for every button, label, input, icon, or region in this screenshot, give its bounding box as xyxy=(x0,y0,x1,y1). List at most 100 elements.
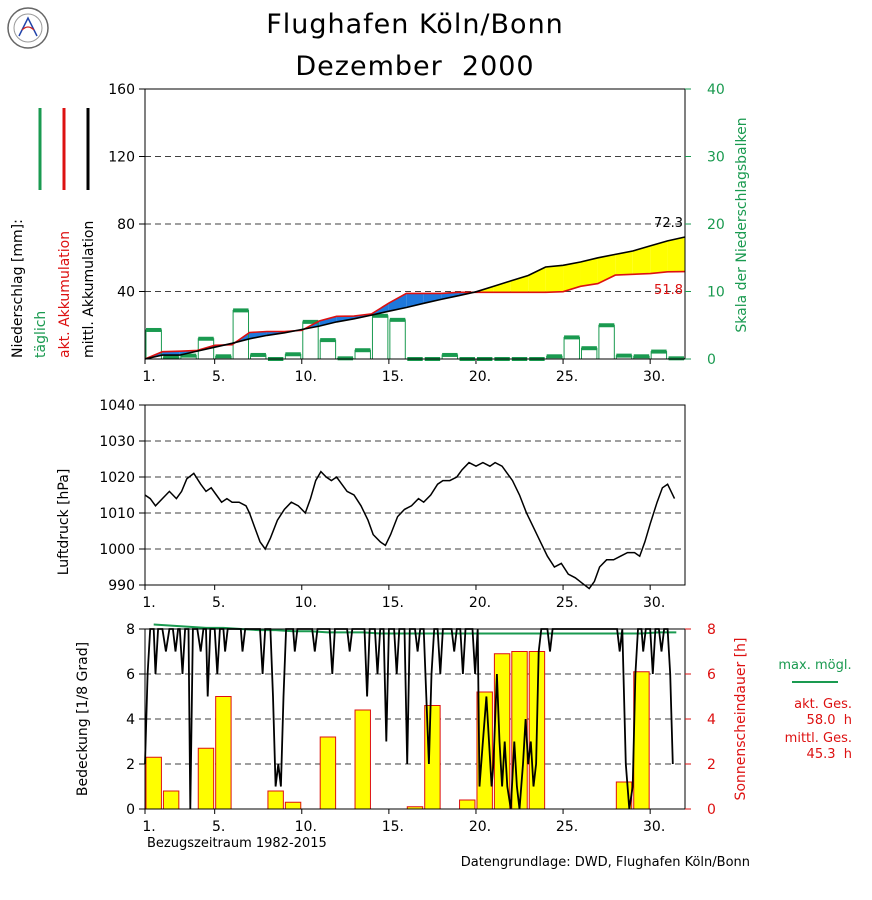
pressure-x-tick-label: 1. xyxy=(142,595,155,611)
accum-diff-segment xyxy=(249,331,267,339)
accum-diff-segment xyxy=(388,293,407,312)
precipitation-y2-tick-label: 0 xyxy=(707,352,716,368)
sunshine-bar xyxy=(145,756,162,810)
precipitation-y2-tick-label: 10 xyxy=(707,285,725,301)
precipitation-x-tick-label: 20. xyxy=(469,369,491,385)
precip-legend-label: Niederschlag [mm]: xyxy=(10,219,26,358)
pressure-y-tick-label: 1010 xyxy=(99,506,135,522)
accum-diff-segment xyxy=(493,280,511,293)
pressure-y-label: Luftdruck [hPa] xyxy=(56,469,72,576)
daily-precip-bar xyxy=(319,339,337,360)
cloud-y-axis: 8 6 4 2 0 xyxy=(126,622,145,818)
cloud-grid xyxy=(145,673,685,765)
actual-total-label: 51.8 xyxy=(654,283,683,298)
cloud-x-axis: 1. 5. 10. 15. 20. 25. 30. xyxy=(142,809,665,835)
cloud-y-label: Bedeckung [1/8 Grad] xyxy=(75,642,91,796)
sunshine-bar xyxy=(215,696,232,810)
pressure-x-axis: 1. 5. 10. 15. 20. 25. 30. xyxy=(142,585,665,611)
precipitation-x-tick-label: 25. xyxy=(556,369,578,385)
reference-period: Bezugszeitraum 1982-2015 xyxy=(147,836,327,851)
pressure-grid xyxy=(145,440,685,550)
precipitation-y2-tick-label: 30 xyxy=(707,150,725,166)
sunshine-bar xyxy=(319,736,337,810)
pressure-y-tick-label: 1040 xyxy=(99,398,135,414)
precipitation-x-tick-label: 5. xyxy=(212,369,225,385)
daily-precip-bar xyxy=(563,336,580,360)
precipitation-accum-area xyxy=(145,236,685,359)
accum-diff-segment xyxy=(597,254,616,284)
precip-legend-daily: täglich xyxy=(33,311,49,358)
sunshine-y2-tick-label: 6 xyxy=(707,667,716,683)
mean-total-label: 72.3 xyxy=(654,216,683,231)
cloud-sunshine-panel: 8 6 4 2 0 8 6 4 2 0 1. 5. 10. 15. 20. 25. 30. Bedeckun… xyxy=(75,622,852,835)
precipitation-bars xyxy=(145,308,685,361)
actual-accum-line xyxy=(144,270,686,360)
sunshine-y2-tick-label: 2 xyxy=(707,757,716,773)
pressure-x-tick-label: 25. xyxy=(556,595,578,611)
precipitation-x-tick-label: 1. xyxy=(142,369,155,385)
pressure-x-tick-label: 30. xyxy=(643,595,665,611)
cloud-y-tick-label: 4 xyxy=(126,712,135,728)
cloud-x-tick-label: 10. xyxy=(295,819,317,835)
precipitation-y-tick-label: 160 xyxy=(108,82,135,98)
mean-accum-line xyxy=(144,236,686,360)
pressure-y-tick-label: 1020 xyxy=(99,470,135,486)
precip-legend-mean: mittl. Akkumulation xyxy=(81,221,97,358)
pressure-x-tick-label: 10. xyxy=(295,595,317,611)
cloud-y-tick-label: 2 xyxy=(126,757,135,773)
cloud-x-tick-label: 25. xyxy=(556,819,578,835)
accum-diff-segment xyxy=(615,251,633,276)
precipitation-x-tick-label: 10. xyxy=(295,369,317,385)
mean-total-legend-value: 45.3 h xyxy=(807,747,852,762)
logo xyxy=(7,7,49,49)
actual-total-legend-value: 58.0 h xyxy=(807,713,852,728)
accum-diff-segment xyxy=(650,240,668,274)
accum-diff-segment xyxy=(319,316,337,327)
sunshine-bar xyxy=(459,799,476,810)
actual-total-legend-label: akt. Ges. xyxy=(794,697,852,712)
accum-diff-segment xyxy=(563,261,581,292)
precipitation-grid xyxy=(145,156,685,292)
sunshine-bar xyxy=(284,801,302,810)
precipitation-y-axis: 160 120 80 40 xyxy=(108,82,145,301)
cloud-x-tick-label: 15. xyxy=(382,819,404,835)
sunshine-bar xyxy=(162,790,180,810)
precip-y2-label: Skala der Niederschlagsbalken xyxy=(734,117,750,332)
accum-diff-segment xyxy=(423,293,442,304)
pressure-y-axis: 1040 1030 1020 1010 1000 990 xyxy=(99,398,145,594)
cloud-x-tick-label: 20. xyxy=(469,819,491,835)
pressure-line xyxy=(144,461,676,590)
precipitation-x-tick-label: 30. xyxy=(643,369,665,385)
sunshine-y2-axis: 8 6 4 2 0 xyxy=(685,622,716,818)
chart-title: Flughafen Köln/Bonn xyxy=(266,9,564,40)
pressure-x-tick-label: 5. xyxy=(212,595,225,611)
sunshine-bar xyxy=(267,790,284,810)
precipitation-lines xyxy=(144,236,686,360)
cloud-x-tick-label: 1. xyxy=(142,819,155,835)
accum-diff-segment xyxy=(632,245,651,275)
sunshine-y2-tick-label: 8 xyxy=(707,622,716,638)
pressure-y-tick-label: 990 xyxy=(108,578,135,594)
precipitation-x-axis: 1. 5. 10. 15. 20. 25. 30. xyxy=(142,359,665,385)
max-possible-legend: max. mögl. xyxy=(778,658,851,673)
pressure-plot-frame xyxy=(144,404,686,586)
cloud-y-tick-label: 0 xyxy=(126,802,135,818)
accum-diff-segment xyxy=(667,236,685,272)
precipitation-y-tick-label: 120 xyxy=(108,150,135,166)
pressure-panel: 1040 1030 1020 1010 1000 990 1. 5. 10. 15. 20. 25.… xyxy=(56,398,686,611)
chart-subtitle: Dezember 2000 xyxy=(295,51,534,82)
data-source: Datengrundlage: DWD, Flughafen Köln/Bonn xyxy=(461,855,750,870)
daily-precip-bar xyxy=(389,319,406,360)
precipitation-panel: 160 120 80 40 40 30 20 10 0 1. 5. 10. 15. 20. 25. 30.… xyxy=(10,82,750,385)
precipitation-y2-tick-label: 20 xyxy=(707,217,725,233)
sunshine-bar xyxy=(354,709,371,810)
precipitation-y2-tick-label: 40 xyxy=(707,82,725,98)
accum-diff-segment xyxy=(545,265,564,293)
precipitation-y2-axis: 40 30 20 10 0 xyxy=(685,82,725,368)
cloud-y-tick-label: 8 xyxy=(126,622,135,638)
pressure-x-tick-label: 20. xyxy=(469,595,491,611)
pressure-y-tick-label: 1000 xyxy=(99,542,135,558)
precipitation-x-tick-label: 15. xyxy=(382,369,404,385)
cloud-x-tick-label: 5. xyxy=(212,819,225,835)
